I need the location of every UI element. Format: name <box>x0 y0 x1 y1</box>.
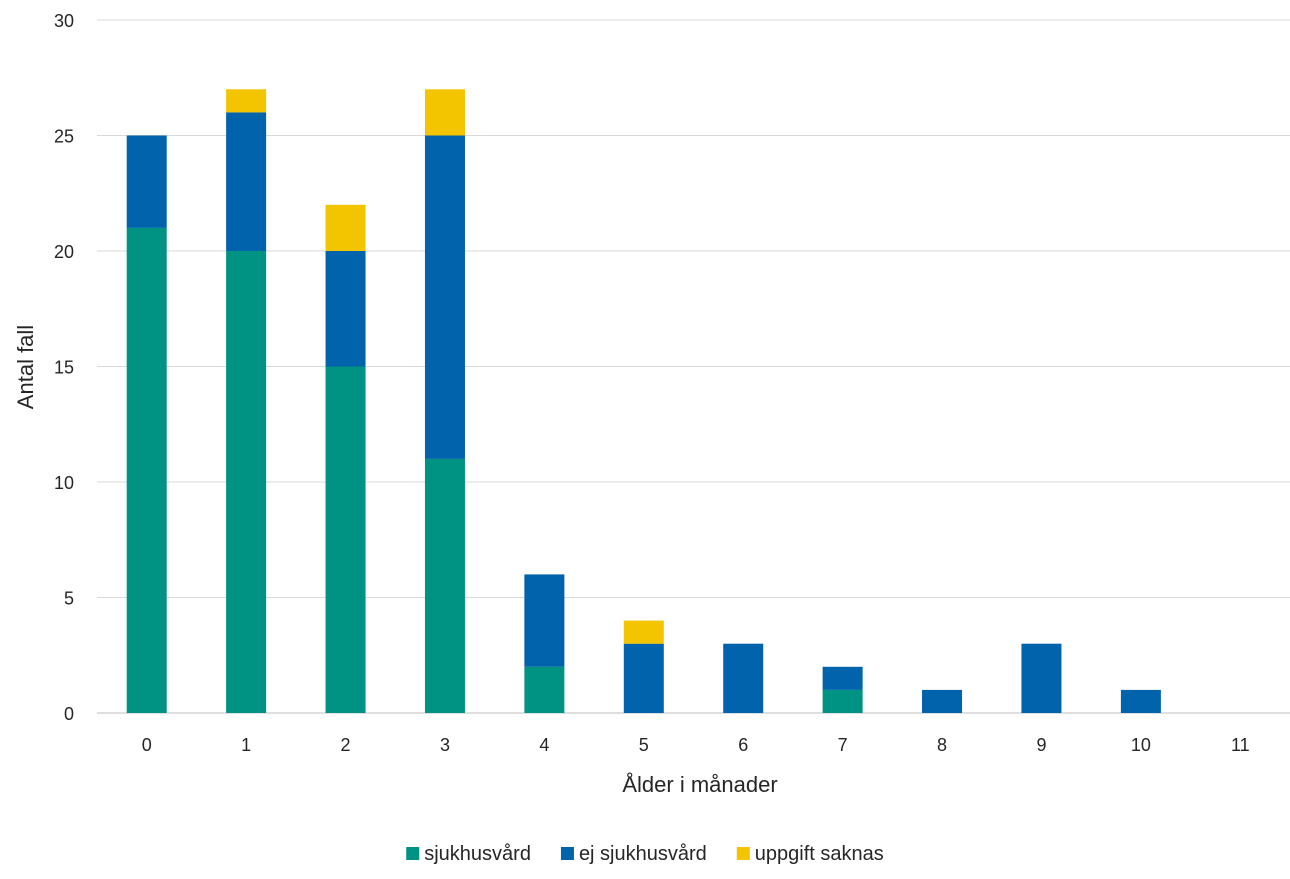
gridlines <box>97 19 1290 714</box>
legend-item: ej sjukhusvård <box>560 843 707 865</box>
bar-segment-ej-sjukhusvard <box>1021 643 1062 713</box>
bar-segment-sjukhusvard <box>524 666 565 713</box>
legend-label: uppgift saknas <box>755 843 884 865</box>
y-tick-label: 5 <box>64 589 74 609</box>
legend-label: ej sjukhusvård <box>579 843 707 865</box>
axes: 0 5 10 15 20 25 30 0 1 2 3 4 5 6 7 8 9 10 11 <box>54 11 1250 755</box>
bar-segment-ej-sjukhusvard <box>126 135 167 228</box>
bars <box>126 89 1161 713</box>
x-tick-label: 9 <box>1036 735 1046 755</box>
legend-swatch <box>560 847 574 860</box>
bar-segment-ej-sjukhusvard <box>226 112 267 252</box>
legend-label: sjukhusvård <box>424 843 531 865</box>
x-tick-label: 4 <box>539 735 549 755</box>
bar-segment-uppgift-saknas <box>424 89 465 136</box>
legend-item: uppgift saknas <box>736 843 884 865</box>
x-tick-label: 3 <box>440 735 450 755</box>
x-tick-label: 5 <box>639 735 649 755</box>
x-tick-label: 1 <box>241 735 251 755</box>
y-tick-label: 25 <box>54 127 74 147</box>
bar-segment-ej-sjukhusvard <box>822 666 863 690</box>
x-tick-label: 0 <box>142 735 152 755</box>
legend-swatch <box>736 847 750 860</box>
bar-segment-sjukhusvard <box>822 689 863 713</box>
bar-segment-uppgift-saknas <box>623 620 664 644</box>
bar-segment-uppgift-saknas <box>226 89 267 113</box>
bar-segment-ej-sjukhusvard <box>723 643 764 713</box>
bar-segment-sjukhusvard <box>126 227 167 713</box>
bar-segment-uppgift-saknas <box>325 204 366 251</box>
x-tick-label: 10 <box>1131 735 1151 755</box>
legend-swatch <box>406 847 420 860</box>
bar-segment-ej-sjukhusvard <box>922 689 963 713</box>
y-tick-label: 30 <box>54 11 74 31</box>
x-tick-label: 11 <box>1231 735 1250 755</box>
y-tick-label: 0 <box>64 704 74 724</box>
x-tick-label: 2 <box>341 735 351 755</box>
bar-segment-ej-sjukhusvard <box>1120 689 1161 713</box>
y-tick-label: 15 <box>54 358 74 378</box>
bar-segment-sjukhusvard <box>325 366 366 713</box>
x-tick-label: 6 <box>738 735 748 755</box>
bar-segment-sjukhusvard <box>424 458 465 713</box>
x-axis-label: Ålder i månader <box>622 772 777 797</box>
bar-segment-ej-sjukhusvard <box>325 251 366 367</box>
y-tick-label: 10 <box>54 473 74 493</box>
bar-segment-ej-sjukhusvard <box>524 574 565 667</box>
bar-segment-ej-sjukhusvard <box>623 643 664 713</box>
legend-item: sjukhusvård <box>406 843 531 865</box>
bar-segment-ej-sjukhusvard <box>424 135 465 459</box>
x-tick-label: 8 <box>937 735 947 755</box>
bar-segment-sjukhusvard <box>226 251 267 713</box>
legend: sjukhusvård ej sjukhusvård uppgift saknas <box>406 843 884 865</box>
x-tick-label: 7 <box>838 735 848 755</box>
y-axis-label: Antal fall <box>13 325 38 409</box>
y-tick-label: 20 <box>54 242 74 262</box>
